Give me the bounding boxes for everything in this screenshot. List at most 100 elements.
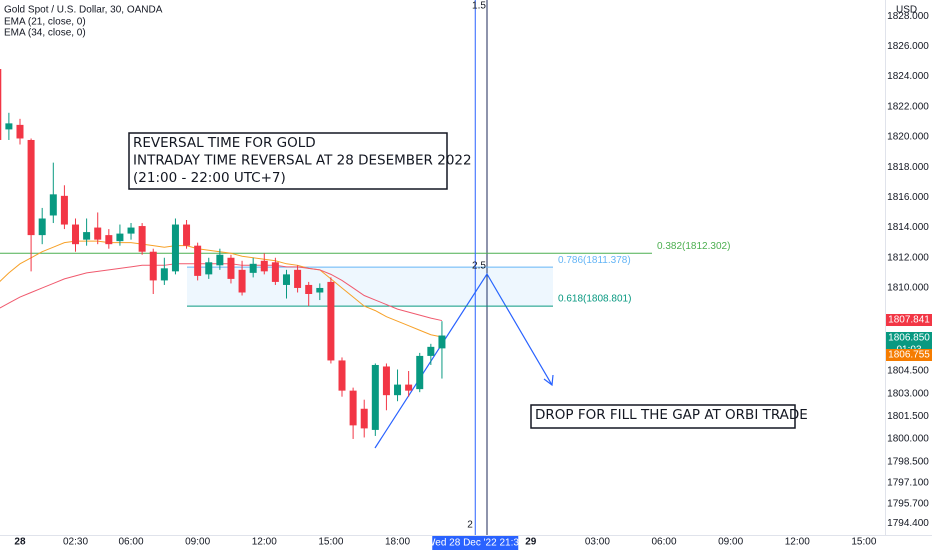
candle-body (83, 232, 91, 240)
candle-body (171, 224, 179, 272)
price-label: 1806.755 (888, 350, 930, 361)
drawing-label: 2.5 (472, 261, 486, 272)
candle-body (160, 268, 168, 281)
candle-body (183, 224, 191, 246)
candle-body (60, 195, 68, 225)
drawing-label: 1.5 (472, 1, 486, 12)
candle-body (394, 384, 402, 396)
y-tick-label: 1800.000 (887, 434, 929, 445)
candle-body (316, 287, 324, 293)
candle-body (27, 139, 35, 236)
y-tick-label: 1826.000 (887, 41, 929, 52)
candle-body (382, 366, 390, 396)
x-tick-label: 28 (14, 537, 26, 548)
y-tick-label: 1822.000 (887, 101, 929, 112)
y-tick-label: 1828.000 (887, 11, 929, 22)
x-tick-label: 29 (525, 537, 537, 548)
candle-body (260, 260, 268, 272)
y-tick-label: 1824.000 (887, 71, 929, 82)
candle-body (94, 227, 102, 240)
annotation-box (128, 132, 448, 190)
x-tick-label: 18:00 (385, 537, 410, 548)
fib-label: 0.382(1812.302) (657, 241, 730, 252)
x-tick-label: 06:00 (652, 537, 677, 548)
candle-body (205, 262, 213, 275)
candle-body (249, 263, 257, 273)
candle-body (271, 262, 279, 282)
price-label-bg (886, 314, 932, 326)
candle-body (127, 227, 135, 234)
y-tick-label: 1820.000 (887, 132, 929, 143)
y-tick-label: 1794.400 (887, 518, 929, 529)
candle-body (72, 224, 80, 245)
candle-body (282, 274, 290, 285)
candle-body (349, 390, 357, 426)
projection-arrow (374, 272, 553, 449)
candle-body (338, 360, 346, 391)
x-tick-label: 02:30 (63, 537, 88, 548)
annotation-text: REVERSAL TIME FOR GOLD (133, 135, 316, 151)
y-tick-label: 1795.700 (887, 499, 929, 510)
candle-body (405, 384, 413, 391)
price-label-bg (886, 349, 932, 361)
candle-body (149, 251, 157, 281)
fib-label: 0.618(1808.801) (558, 294, 631, 305)
annotation-text: INTRADAY TIME REVERSAL AT 28 DESEMBER 20… (133, 153, 472, 169)
x-tick-label: 03:00 (585, 537, 610, 548)
legend-entry: EMA (21, close, 0) (4, 17, 86, 28)
crosshair-label-bg (432, 536, 519, 550)
y-tick-label: 1810.000 (887, 283, 929, 294)
y-tick-label: 1803.000 (887, 388, 929, 399)
price-label: 1806.850 (888, 333, 930, 344)
candle-body (105, 235, 113, 245)
y-tick-label: 1804.500 (887, 366, 929, 377)
fib-label: 0.786(1811.378) (558, 255, 631, 266)
candle-body (138, 226, 146, 252)
price-label: 1807.841 (888, 315, 930, 326)
candle-body (49, 194, 57, 216)
annotation-text: DROP FOR FILL THE GAP AT ORBI TRADE (535, 407, 808, 423)
annotation-box (530, 404, 796, 429)
crosshair-label: Wed 28 Dec '22 21:30 (426, 538, 525, 549)
candle-body (194, 245, 202, 276)
y-tick-label: 1812.000 (887, 252, 929, 263)
x-tick-label: 12:00 (785, 537, 810, 548)
x-tick-label: 15:00 (851, 537, 876, 548)
y-tick-label: 1816.000 (887, 192, 929, 203)
annotation-text: (21:00 - 22:00 UTC+7) (133, 170, 286, 186)
y-tick-label: 1814.000 (887, 222, 929, 233)
chart-title: Gold Spot / U.S. Dollar, 30, OANDA (4, 5, 163, 16)
fib-zone (187, 267, 553, 307)
candle-body (0, 69, 2, 140)
candle-body (305, 284, 313, 295)
candle-body (38, 218, 46, 236)
x-tick-label: 06:00 (119, 537, 144, 548)
y-tick-label: 1801.500 (887, 411, 929, 422)
candle-body (216, 254, 224, 266)
x-tick-label: 15:00 (318, 537, 343, 548)
y-tick-label: 1798.500 (887, 456, 929, 467)
candle-body (416, 355, 424, 390)
drawing-label: 2 (467, 520, 473, 531)
candle-body (360, 408, 368, 429)
candle-body (5, 123, 13, 130)
candle-body (294, 269, 302, 288)
arrow-head (543, 374, 554, 387)
legend-entry: EMA (34, close, 0) (4, 28, 86, 39)
y-tick-label: 1818.000 (887, 162, 929, 173)
candle-body (438, 335, 446, 349)
candle-body (371, 364, 379, 430)
candle-body (16, 124, 24, 139)
x-tick-label: 09:00 (185, 537, 210, 548)
currency: USD (896, 5, 917, 16)
y-tick-label: 1797.100 (887, 477, 929, 488)
candle-body (116, 233, 124, 242)
candle-body (227, 257, 235, 279)
x-tick-label: 09:00 (718, 537, 743, 548)
candle-body (238, 269, 246, 293)
x-tick-label: 12:00 (252, 537, 277, 548)
candle-body (427, 346, 435, 356)
candle-body (327, 281, 335, 361)
